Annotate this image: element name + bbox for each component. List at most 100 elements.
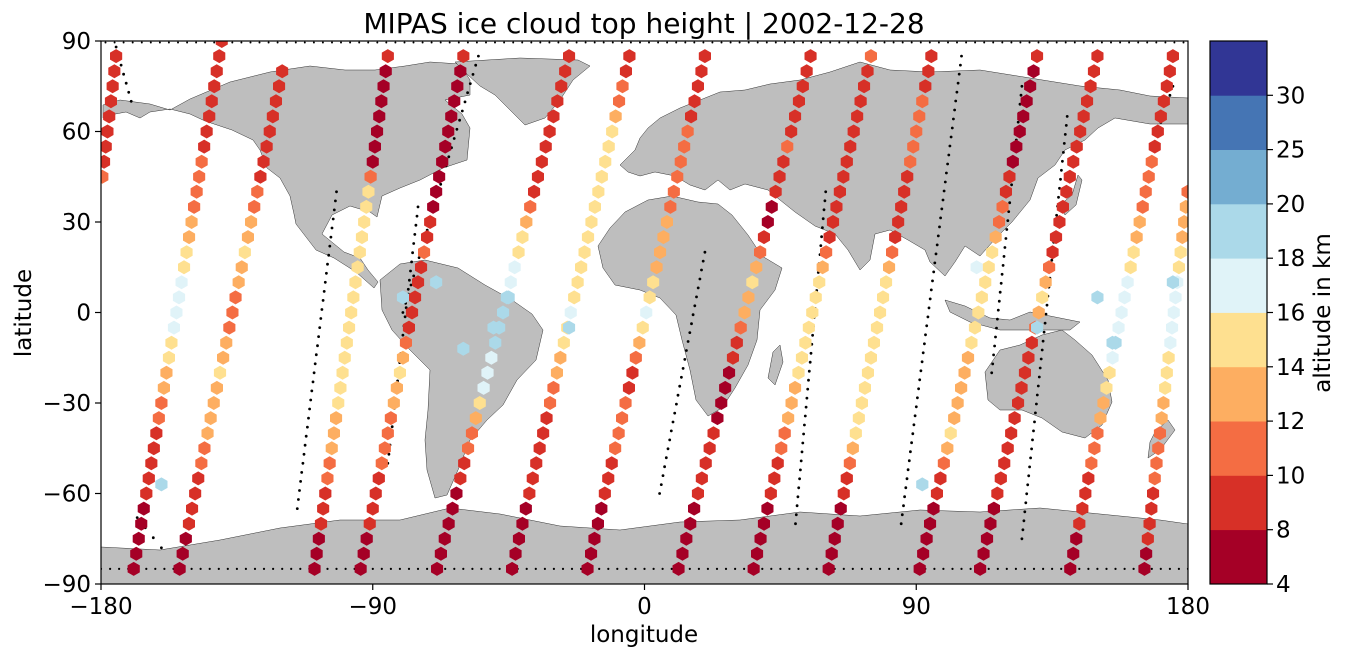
track-dot [1000, 272, 1004, 276]
colorbar-segment [1210, 258, 1267, 313]
land-eurasia [619, 61, 1188, 277]
cloud-point [1060, 184, 1073, 199]
cloud-point [179, 531, 192, 546]
cloud-point [147, 441, 160, 456]
cloud-point [229, 290, 242, 305]
track-dot [783, 41, 786, 44]
cloud-point [1141, 531, 1154, 546]
track-dot [1114, 567, 1117, 571]
track-dot [1078, 567, 1081, 571]
track-dot [702, 41, 705, 44]
track-dot [444, 567, 447, 571]
cloud-point [183, 230, 196, 245]
cloud-point [678, 139, 691, 154]
cloud-point [711, 411, 724, 426]
y-tick-label: 60 [62, 120, 91, 146]
cloud-point [445, 109, 458, 124]
cloud-point [189, 486, 202, 501]
track-dot [904, 486, 908, 490]
cloud-point [1155, 411, 1168, 426]
track-dot [548, 41, 551, 44]
track-dot [639, 41, 641, 44]
cloud-point [1046, 245, 1059, 260]
cloud-point [340, 335, 353, 350]
track-dot [113, 41, 116, 44]
cloud-point [369, 486, 382, 501]
x-tick-label: 0 [637, 594, 652, 620]
track-dot [367, 41, 370, 44]
cloud-point [1025, 335, 1038, 350]
cloud-point [1087, 64, 1100, 79]
colorbar-segment [1210, 149, 1267, 205]
cloud-point [368, 139, 381, 154]
track-dot [593, 41, 596, 44]
track-dot [806, 567, 809, 571]
colorbar: 4 8 10 12 14 16 18 20 25 30 [1209, 40, 1305, 598]
cloud-point [314, 516, 328, 531]
track-dot [1005, 567, 1008, 571]
cloud-point [195, 456, 208, 471]
track-dot [659, 483, 663, 486]
cloud-point [509, 546, 522, 561]
track-dot [312, 371, 316, 375]
cloud-point [210, 380, 223, 395]
track-dot [797, 486, 801, 490]
track-dot [331, 217, 335, 221]
track-dot [905, 477, 909, 481]
cloud-point [457, 49, 470, 64]
cloud-point [254, 169, 267, 184]
cloud-point [502, 290, 515, 305]
cloud-point [1005, 426, 1018, 441]
track-dot [119, 63, 123, 67]
cloud-point [688, 94, 701, 109]
track-dot [1035, 402, 1038, 406]
track-dot [321, 299, 325, 302]
cloud-point [750, 260, 763, 275]
track-dot [823, 199, 827, 203]
track-dot [401, 311, 405, 314]
colorbar-tick-label: 16 [1276, 301, 1305, 327]
cloud-point [1112, 320, 1125, 335]
cloud-point [155, 477, 168, 492]
cloud-point [917, 546, 930, 561]
track-dot [124, 81, 128, 85]
track-dot [430, 41, 433, 44]
track-dot [1019, 41, 1022, 44]
cloud-point [353, 245, 366, 260]
track-dot [865, 41, 868, 44]
track-dot [799, 468, 802, 472]
track-dot [957, 72, 961, 76]
cloud-point [379, 64, 392, 79]
track-dot [1005, 228, 1009, 231]
cloud-point [825, 546, 838, 561]
cloud-point [858, 380, 871, 395]
cloud-point [506, 561, 519, 576]
cloud-point [371, 124, 384, 139]
cloud-point [543, 124, 556, 139]
track-dot [406, 287, 410, 291]
cloud-point [358, 215, 371, 229]
track-dot [335, 190, 338, 194]
cloud-point [207, 396, 220, 410]
track-dot [281, 567, 284, 571]
track-dot [669, 429, 673, 433]
cloud-point [822, 561, 835, 576]
cloud-point [1136, 199, 1149, 214]
track-dot [929, 288, 933, 292]
cloud-point [185, 215, 198, 229]
cloud-point [1097, 396, 1110, 410]
track-dot [414, 223, 418, 227]
cloud-point [1157, 396, 1170, 410]
cloud-point [101, 139, 112, 154]
x-axis: −180 −90 0 90 180 [69, 584, 1210, 620]
cloud-point [877, 290, 890, 305]
track-dot [598, 567, 601, 571]
track-dot [1032, 567, 1036, 571]
track-dot [960, 567, 963, 571]
track-dot [300, 471, 304, 474]
cloud-point [323, 456, 336, 471]
track-dot [842, 567, 845, 571]
cloud-point [110, 49, 123, 64]
x-tick-label: 90 [902, 594, 931, 620]
track-dot [349, 41, 352, 44]
